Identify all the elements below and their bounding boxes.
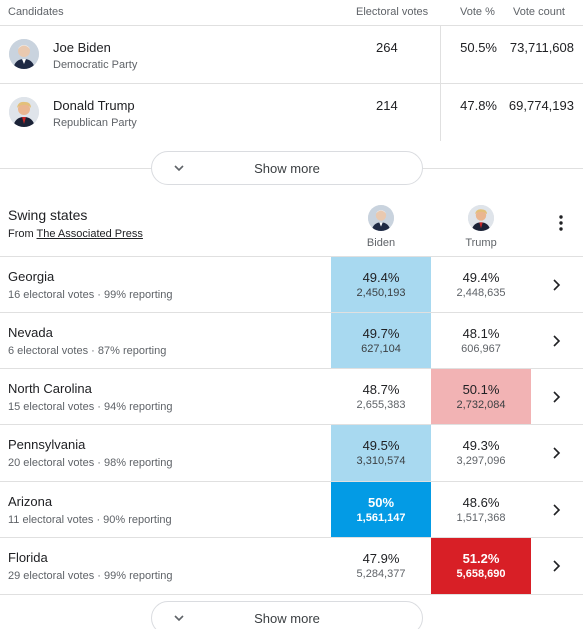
- trump-votes: 3,297,096: [456, 455, 506, 467]
- biden-pct: 47.9%: [362, 551, 400, 566]
- show-more-label: Show more: [254, 611, 320, 626]
- biden-votes: 3,310,574: [356, 455, 406, 467]
- show-more-label: Show more: [254, 161, 320, 176]
- state-row-north-carolina[interactable]: North Carolina 15 electoral votes · 94% …: [0, 368, 583, 425]
- candidate-electoral-votes: 214: [376, 98, 398, 113]
- state-row-nevada[interactable]: Nevada 6 electoral votes · 87% reporting…: [0, 312, 583, 369]
- candidate-vote-pct: 47.8%: [460, 98, 497, 113]
- candidate-name: Joe Biden: [53, 40, 111, 55]
- chevron-right-icon[interactable]: [551, 334, 561, 348]
- divider: [0, 594, 583, 595]
- trump-votes: 1,517,368: [456, 512, 506, 524]
- state-name: Pennsylvania: [8, 437, 86, 452]
- state-details: 29 electoral votes · 99% reporting: [8, 570, 173, 582]
- chevron-right-icon[interactable]: [551, 503, 561, 517]
- candidate-vote-count: 73,711,608: [509, 40, 574, 55]
- person-avatar-icon: [368, 205, 394, 231]
- column-head-trump: Trump: [431, 205, 531, 249]
- person-avatar-icon: [468, 205, 494, 231]
- trump-result-cell: 51.2% 5,658,690: [431, 538, 531, 594]
- chevron-right-icon[interactable]: [551, 559, 561, 573]
- biden-result-cell: 48.7% 2,655,383: [331, 369, 431, 425]
- chevron-down-icon: [174, 165, 184, 172]
- state-details: 15 electoral votes · 94% reporting: [8, 401, 173, 413]
- state-row-georgia[interactable]: Georgia 16 electoral votes · 99% reporti…: [0, 256, 583, 313]
- column-label-trump: Trump: [465, 237, 497, 249]
- biden-pct: 49.7%: [362, 326, 400, 341]
- header-vote-pct: Vote %: [460, 6, 495, 18]
- chevron-down-icon: [174, 615, 184, 622]
- trump-votes: 606,967: [461, 343, 501, 355]
- show-more-candidates-button[interactable]: Show more: [151, 151, 423, 185]
- trump-votes: 2,448,635: [456, 287, 506, 299]
- swing-states-title: Swing states: [8, 207, 88, 223]
- trump-result-cell: 50.1% 2,732,084: [431, 369, 531, 425]
- candidate-name: Donald Trump: [53, 98, 135, 113]
- biden-result-cell: 49.4% 2,450,193: [331, 257, 431, 313]
- state-row-florida[interactable]: Florida 29 electoral votes · 99% reporti…: [0, 537, 583, 594]
- candidate-electoral-votes: 264: [376, 40, 398, 55]
- biden-votes: 627,104: [361, 343, 401, 355]
- person-avatar-icon: [9, 39, 39, 69]
- trump-result-cell: 48.1% 606,967: [431, 313, 531, 369]
- biden-result-cell: 50% 1,561,147: [331, 482, 431, 538]
- trump-result-cell: 49.3% 3,297,096: [431, 425, 531, 481]
- swing-states-source: From The Associated Press: [8, 228, 143, 240]
- biden-result-cell: 49.7% 627,104: [331, 313, 431, 369]
- candidate-row-trump: Donald Trump Republican Party 214 47.8% …: [0, 84, 583, 142]
- trump-result-cell: 48.6% 1,517,368: [431, 482, 531, 538]
- biden-result-cell: 49.5% 3,310,574: [331, 425, 431, 481]
- biden-pct: 50%: [367, 495, 395, 510]
- candidates-header: Candidates Electoral votes Vote % Vote c…: [0, 0, 583, 26]
- state-name: Nevada: [8, 325, 53, 340]
- chevron-right-icon[interactable]: [551, 446, 561, 460]
- state-details: 6 electoral votes · 87% reporting: [8, 345, 167, 357]
- header-candidates: Candidates: [8, 6, 64, 18]
- state-details: 11 electoral votes · 90% reporting: [8, 514, 172, 526]
- biden-votes: 2,450,193: [356, 287, 406, 299]
- column-label-biden: Biden: [366, 237, 396, 249]
- state-name: Arizona: [8, 494, 53, 509]
- trump-pct: 49.4%: [462, 270, 500, 285]
- show-more-states-button[interactable]: Show more: [151, 601, 423, 629]
- chevron-right-icon[interactable]: [551, 390, 561, 404]
- trump-pct: 48.1%: [462, 326, 500, 341]
- biden-result-cell: 47.9% 5,284,377: [331, 538, 431, 594]
- person-avatar-icon: [9, 97, 39, 127]
- biden-votes: 1,561,147: [356, 512, 406, 524]
- biden-pct: 49.4%: [362, 270, 400, 285]
- state-row-arizona[interactable]: Arizona 11 electoral votes · 90% reporti…: [0, 481, 583, 538]
- state-name: North Carolina: [8, 381, 92, 396]
- trump-votes: 5,658,690: [456, 568, 506, 580]
- source-link[interactable]: The Associated Press: [36, 228, 143, 240]
- biden-votes: 5,284,377: [356, 568, 406, 580]
- biden-pct: 48.7%: [362, 382, 400, 397]
- candidate-vote-pct: 50.5%: [460, 40, 497, 55]
- state-row-pennsylvania[interactable]: Pennsylvania 20 electoral votes · 98% re…: [0, 424, 583, 481]
- biden-pct: 49.5%: [362, 438, 400, 453]
- trump-pct: 49.3%: [462, 438, 500, 453]
- trump-pct: 50.1%: [462, 382, 500, 397]
- trump-pct: 51.2%: [462, 551, 500, 566]
- state-details: 16 electoral votes · 99% reporting: [8, 289, 173, 301]
- state-name: Georgia: [8, 269, 55, 284]
- trump-pct: 48.6%: [462, 495, 500, 510]
- trump-votes: 2,732,084: [456, 399, 506, 411]
- header-electoral-votes: Electoral votes: [356, 6, 429, 18]
- candidate-party: Democratic Party: [53, 59, 138, 71]
- biden-votes: 2,655,383: [356, 399, 406, 411]
- candidate-party: Republican Party: [53, 117, 137, 129]
- state-name: Florida: [8, 550, 48, 565]
- more-vert-icon[interactable]: [555, 214, 567, 232]
- chevron-right-icon[interactable]: [551, 278, 561, 292]
- candidate-row-biden: Joe Biden Democratic Party 264 50.5% 73,…: [0, 26, 583, 84]
- source-prefix: From: [8, 228, 37, 240]
- header-vote-count: Vote count: [513, 6, 565, 18]
- trump-result-cell: 49.4% 2,448,635: [431, 257, 531, 313]
- column-head-biden: Biden: [331, 205, 431, 249]
- state-details: 20 electoral votes · 98% reporting: [8, 457, 173, 469]
- candidate-vote-count: 69,774,193: [508, 98, 574, 113]
